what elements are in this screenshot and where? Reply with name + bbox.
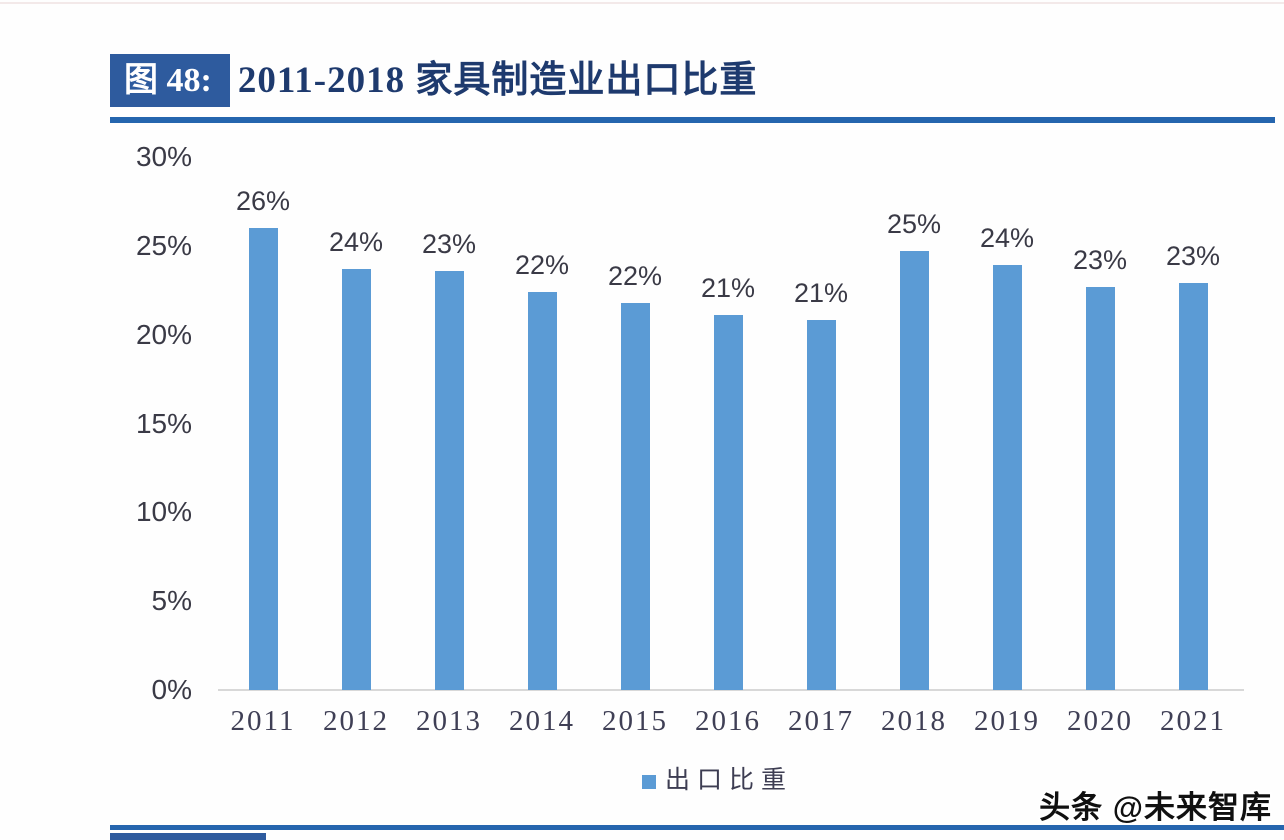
x-axis-tick-2013: 2013 xyxy=(416,705,482,737)
bar-2020 xyxy=(1085,287,1115,690)
x-axis-tick-2020: 2020 xyxy=(1067,705,1133,737)
x-axis-tick-2019: 2019 xyxy=(974,705,1040,737)
data-label-2019: 24% xyxy=(979,223,1035,253)
y-axis-tick: 30% xyxy=(135,141,192,172)
legend-swatch-icon xyxy=(641,775,656,789)
x-axis-tick-2018: 2018 xyxy=(881,705,947,737)
x-axis-tick-2016: 2016 xyxy=(695,705,761,737)
top-hairline xyxy=(0,2,1284,4)
y-axis-tick: 0% xyxy=(151,674,192,705)
data-label-2014: 22% xyxy=(514,250,570,280)
figure-tag: 图 48: xyxy=(110,54,230,107)
x-axis-line xyxy=(218,689,1244,691)
bar-2021 xyxy=(1178,283,1208,690)
next-figure-tag-partial xyxy=(110,833,266,840)
x-axis-tick-2021: 2021 xyxy=(1160,705,1226,737)
x-axis-tick-2012: 2012 xyxy=(323,705,389,737)
bar-2017 xyxy=(806,320,836,690)
bottom-divider xyxy=(110,825,1284,830)
bar-2016 xyxy=(713,315,743,690)
y-axis-tick: 5% xyxy=(151,585,192,617)
y-axis-tick: 10% xyxy=(135,496,192,528)
title-divider xyxy=(110,117,1275,123)
bar-2011 xyxy=(248,228,278,690)
bar-2018 xyxy=(899,251,929,690)
x-axis-tick-2017: 2017 xyxy=(788,705,854,737)
bar-2019 xyxy=(992,265,1022,690)
data-label-2011: 26% xyxy=(235,186,291,216)
x-axis-tick-2015: 2015 xyxy=(602,705,668,737)
data-label-2016: 21% xyxy=(700,273,756,303)
data-label-2015: 22% xyxy=(607,261,663,291)
legend-label: 出口比重 xyxy=(664,767,793,794)
data-label-2012: 24% xyxy=(328,227,384,257)
bar-2012 xyxy=(341,269,371,690)
y-axis-tick: 25% xyxy=(135,229,192,261)
data-label-2018: 25% xyxy=(886,209,942,239)
figure-title: 2011-2018 家具制造业出口比重 xyxy=(237,60,758,101)
bar-2015 xyxy=(620,303,650,690)
data-label-2021: 23% xyxy=(1165,241,1221,271)
bar-2013 xyxy=(434,271,464,690)
bar-2014 xyxy=(527,292,557,690)
data-label-2017: 21% xyxy=(793,278,849,308)
chart-legend: 出口比重 xyxy=(195,766,1240,796)
figure-header: 图 48: 2011-2018 家具制造业出口比重 xyxy=(110,54,757,107)
x-axis-tick-2011: 2011 xyxy=(230,705,296,737)
data-label-2020: 23% xyxy=(1072,245,1128,275)
x-axis-tick-2014: 2014 xyxy=(509,705,575,737)
y-axis-tick: 20% xyxy=(135,318,192,350)
data-label-2013: 23% xyxy=(421,229,477,259)
watermark: 头条 @未来智库 xyxy=(1039,790,1272,825)
y-axis-tick: 15% xyxy=(135,407,192,439)
